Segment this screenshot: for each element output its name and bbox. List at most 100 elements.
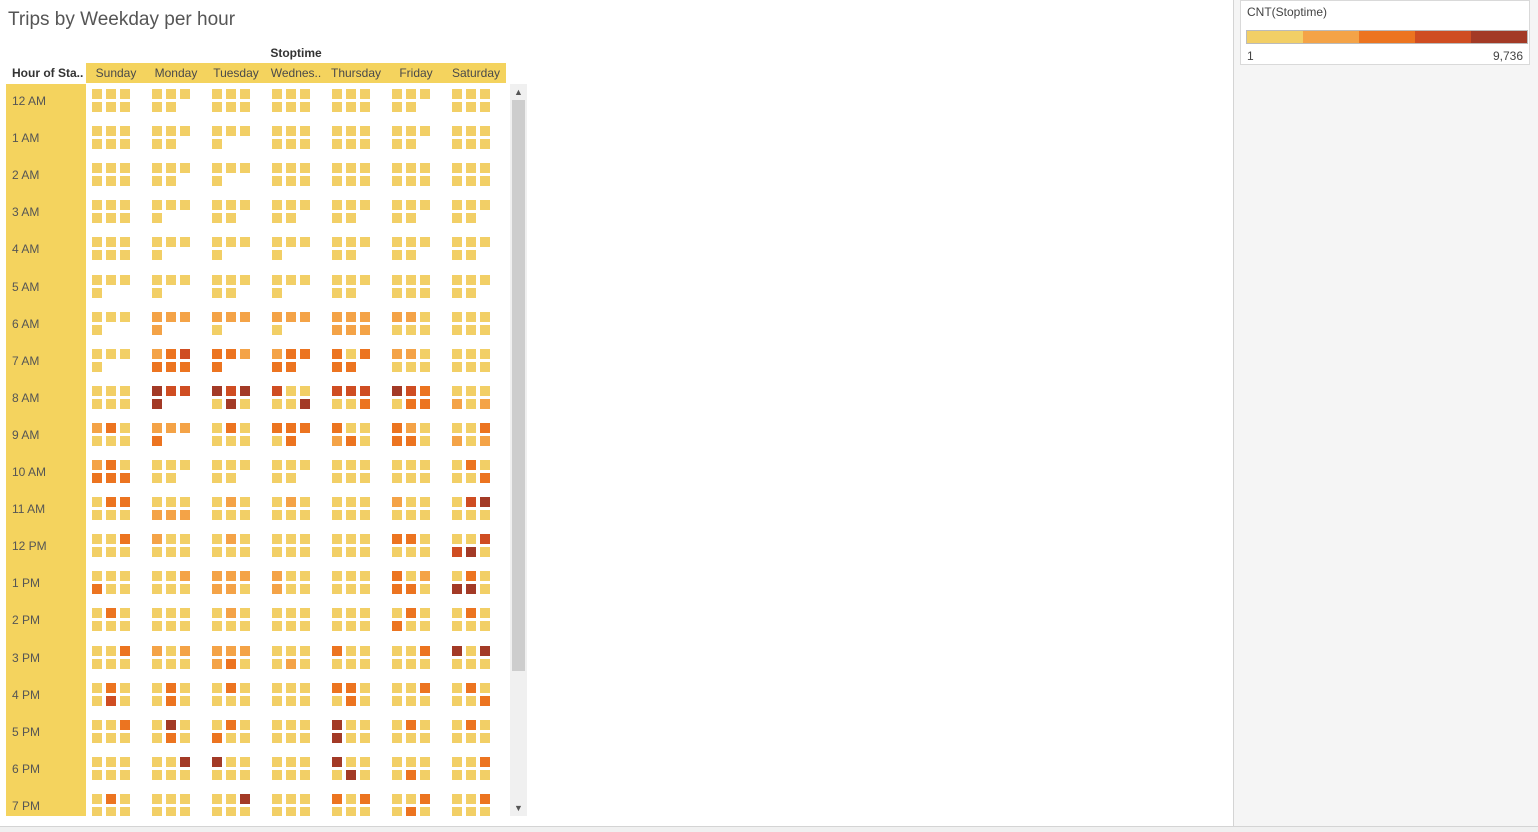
heatmap-mark[interactable] xyxy=(452,348,462,359)
heatmap-mark[interactable] xyxy=(226,213,236,224)
heatmap-mark[interactable] xyxy=(226,621,236,632)
heatmap-mark[interactable] xyxy=(452,435,462,446)
heatmap-mark[interactable] xyxy=(106,571,116,582)
heatmap-mark[interactable] xyxy=(240,237,250,248)
heatmap-mark[interactable] xyxy=(272,658,282,669)
heatmap-mark[interactable] xyxy=(240,89,250,99)
heatmap-mark[interactable] xyxy=(360,473,370,483)
heatmap-mark[interactable] xyxy=(212,571,222,582)
heatmap-mark[interactable] xyxy=(480,719,490,730)
heatmap-mark[interactable] xyxy=(392,324,402,335)
heatmap-mark[interactable] xyxy=(272,645,282,656)
heatmap-mark[interactable] xyxy=(212,422,222,433)
heatmap-mark[interactable] xyxy=(106,176,116,187)
heatmap-mark[interactable] xyxy=(240,460,250,470)
heatmap-mark[interactable] xyxy=(92,645,102,656)
heatmap-mark[interactable] xyxy=(92,287,102,298)
heatmap-mark[interactable] xyxy=(420,473,430,483)
heatmap-mark[interactable] xyxy=(286,274,296,285)
heatmap-mark[interactable] xyxy=(180,719,190,730)
heatmap-mark[interactable] xyxy=(226,497,236,508)
heatmap-mark[interactable] xyxy=(152,547,162,558)
heatmap-mark[interactable] xyxy=(466,621,476,632)
heatmap-mark[interactable] xyxy=(300,621,310,632)
heatmap-mark[interactable] xyxy=(360,311,370,322)
heatmap-mark[interactable] xyxy=(272,287,282,298)
heatmap-mark[interactable] xyxy=(346,510,356,521)
heatmap-mark[interactable] xyxy=(240,584,250,595)
heatmap-mark[interactable] xyxy=(226,719,236,730)
heatmap-mark[interactable] xyxy=(226,806,236,816)
heatmap-mark[interactable] xyxy=(480,793,490,804)
heatmap-mark[interactable] xyxy=(452,324,462,335)
heatmap-mark[interactable] xyxy=(346,547,356,558)
heatmap-mark[interactable] xyxy=(212,274,222,285)
heatmap-mark[interactable] xyxy=(420,311,430,322)
heatmap-mark[interactable] xyxy=(406,102,416,112)
heatmap-mark[interactable] xyxy=(180,361,190,372)
heatmap-mark[interactable] xyxy=(226,237,236,248)
heatmap-mark[interactable] xyxy=(300,176,310,187)
heatmap-mark[interactable] xyxy=(226,793,236,804)
heatmap-mark[interactable] xyxy=(120,348,130,359)
heatmap-mark[interactable] xyxy=(180,732,190,743)
heatmap-mark[interactable] xyxy=(406,547,416,558)
heatmap-mark[interactable] xyxy=(152,237,162,248)
heatmap-mark[interactable] xyxy=(152,324,162,335)
heatmap-mark[interactable] xyxy=(300,102,310,112)
heatmap-mark[interactable] xyxy=(166,682,176,693)
heatmap-mark[interactable] xyxy=(180,89,190,99)
heatmap-mark[interactable] xyxy=(92,497,102,508)
heatmap-mark[interactable] xyxy=(332,608,342,619)
heatmap-mark[interactable] xyxy=(466,695,476,706)
heatmap-mark[interactable] xyxy=(300,806,310,816)
heatmap-mark[interactable] xyxy=(300,571,310,582)
heatmap-mark[interactable] xyxy=(300,645,310,656)
heatmap-mark[interactable] xyxy=(420,571,430,582)
color-legend[interactable]: CNT(Stoptime) 1 9,736 xyxy=(1240,0,1530,65)
heatmap-mark[interactable] xyxy=(240,571,250,582)
heatmap-mark[interactable] xyxy=(240,311,250,322)
heatmap-mark[interactable] xyxy=(466,361,476,372)
heatmap-mark[interactable] xyxy=(480,102,490,112)
heatmap-mark[interactable] xyxy=(452,250,462,261)
heatmap-mark[interactable] xyxy=(406,422,416,433)
heatmap-mark[interactable] xyxy=(92,126,102,137)
heatmap-mark[interactable] xyxy=(286,126,296,137)
heatmap-mark[interactable] xyxy=(332,274,342,285)
heatmap-mark[interactable] xyxy=(226,473,236,483)
heatmap-mark[interactable] xyxy=(406,213,416,224)
heatmap-mark[interactable] xyxy=(166,102,176,112)
heatmap-mark[interactable] xyxy=(180,645,190,656)
heatmap-mark[interactable] xyxy=(286,497,296,508)
heatmap-mark[interactable] xyxy=(166,793,176,804)
heatmap-mark[interactable] xyxy=(452,89,462,99)
heatmap-mark[interactable] xyxy=(166,756,176,767)
heatmap-mark[interactable] xyxy=(452,584,462,595)
heatmap-mark[interactable] xyxy=(240,163,250,174)
heatmap-mark[interactable] xyxy=(332,695,342,706)
heatmap-mark[interactable] xyxy=(466,200,476,211)
heatmap-mark[interactable] xyxy=(92,658,102,669)
heatmap-mark[interactable] xyxy=(346,473,356,483)
heatmap-mark[interactable] xyxy=(92,682,102,693)
heatmap-mark[interactable] xyxy=(272,89,282,99)
heatmap-mark[interactable] xyxy=(346,126,356,137)
heatmap-mark[interactable] xyxy=(480,422,490,433)
heatmap-mark[interactable] xyxy=(420,608,430,619)
row-header-label[interactable]: Hour of Sta.. xyxy=(12,66,84,80)
heatmap-mark[interactable] xyxy=(466,806,476,816)
heatmap-mark[interactable] xyxy=(392,274,402,285)
heatmap-mark[interactable] xyxy=(406,385,416,396)
heatmap-mark[interactable] xyxy=(420,398,430,409)
heatmap-mark[interactable] xyxy=(420,806,430,816)
heatmap-mark[interactable] xyxy=(166,732,176,743)
heatmap-mark[interactable] xyxy=(392,126,402,137)
heatmap-mark[interactable] xyxy=(420,732,430,743)
heatmap-mark[interactable] xyxy=(346,287,356,298)
heatmap-mark[interactable] xyxy=(92,324,102,335)
heatmap-mark[interactable] xyxy=(272,213,282,224)
heatmap-mark[interactable] xyxy=(392,139,402,150)
heatmap-mark[interactable] xyxy=(272,422,282,433)
heatmap-mark[interactable] xyxy=(92,139,102,150)
